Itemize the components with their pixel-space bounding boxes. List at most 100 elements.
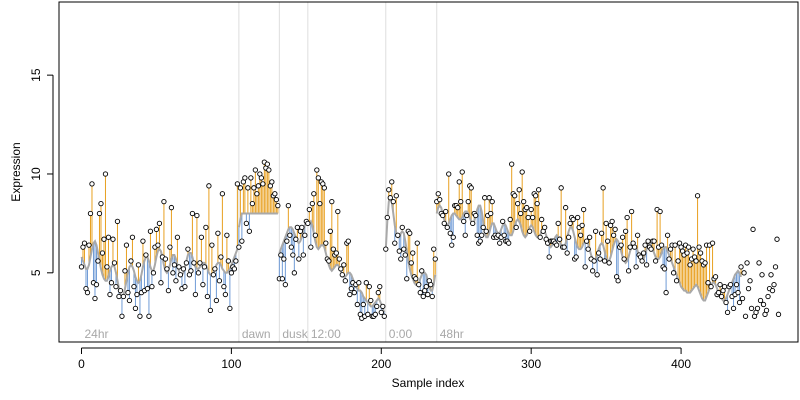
- data-point: [135, 262, 142, 268]
- region-label-1: dawn: [242, 327, 271, 341]
- data-point: [339, 272, 345, 278]
- data-point: [387, 195, 393, 201]
- data-point: [317, 200, 323, 207]
- data-point: [456, 179, 462, 185]
- data-point: [525, 214, 531, 221]
- data-point: [462, 232, 468, 238]
- x-axis: 0 100 200 300 400: [78, 347, 691, 371]
- data-point: [643, 262, 650, 268]
- data-point: [486, 195, 492, 201]
- data-point: [621, 256, 627, 262]
- data-point: [192, 291, 199, 298]
- data-point: [174, 234, 181, 240]
- data-point: [477, 238, 483, 244]
- data-point: [741, 270, 747, 276]
- data-point: [723, 299, 729, 306]
- data-point: [116, 293, 122, 300]
- data-point: [561, 244, 567, 250]
- data-point: [132, 305, 139, 312]
- data-point: [108, 280, 115, 286]
- data-point: [663, 289, 669, 296]
- data-point: [197, 260, 203, 266]
- fitted-segment-2: [278, 221, 308, 254]
- data-point: [242, 175, 248, 181]
- data-point: [479, 232, 485, 238]
- data-point: [702, 260, 708, 266]
- data-point: [347, 291, 353, 298]
- data-point: [290, 252, 296, 258]
- data-point: [92, 295, 98, 302]
- data-point: [528, 206, 534, 213]
- data-point: [375, 289, 381, 296]
- data-point: [134, 291, 140, 298]
- data-point: [440, 212, 446, 219]
- data-point: [735, 289, 741, 296]
- data-point: [747, 278, 753, 284]
- data-point: [601, 258, 608, 264]
- region-label-0: 24hr: [84, 327, 108, 341]
- data-point: [763, 307, 770, 314]
- data-point: [294, 224, 300, 230]
- data-point: [162, 256, 169, 262]
- data-point: [252, 167, 259, 173]
- data-point: [772, 264, 779, 270]
- data-point: [287, 232, 293, 238]
- data-point: [309, 200, 315, 207]
- data-point: [694, 193, 701, 199]
- data-point: [251, 185, 257, 191]
- data-point: [447, 230, 453, 236]
- data-point: [600, 185, 606, 191]
- data-point: [308, 244, 314, 250]
- region-label-4: 0:00: [389, 327, 413, 341]
- data-point: [284, 238, 290, 244]
- data-point: [233, 258, 239, 264]
- data-point: [231, 266, 238, 272]
- data-point: [473, 212, 479, 219]
- data-point: [684, 250, 690, 256]
- data-point: [724, 309, 731, 315]
- region-label-3: 12:00: [311, 327, 341, 341]
- data-point: [312, 232, 318, 238]
- data-point: [131, 284, 137, 290]
- data-point: [696, 244, 702, 250]
- data-point: [582, 264, 588, 270]
- data-point: [428, 282, 434, 288]
- data-point: [164, 266, 170, 272]
- y-tick-label: 5: [29, 269, 43, 276]
- data-point: [380, 303, 386, 310]
- data-point: [185, 246, 191, 252]
- data-point: [144, 285, 151, 292]
- data-point: [81, 240, 88, 246]
- data-point: [536, 187, 542, 193]
- data-point: [664, 232, 671, 238]
- data-point: [396, 248, 402, 254]
- data-point: [697, 250, 704, 256]
- data-point: [542, 224, 548, 230]
- data-point: [748, 305, 755, 312]
- data-point: [470, 220, 476, 227]
- y-axis-label: Expression: [9, 142, 23, 201]
- data-point: [527, 228, 533, 234]
- data-point: [670, 270, 677, 276]
- data-point: [107, 291, 113, 298]
- data-point: [645, 238, 651, 244]
- residual-stems: [80, 162, 742, 319]
- data-point: [610, 232, 617, 238]
- data-point: [128, 258, 134, 264]
- data-point: [227, 305, 233, 312]
- data-point: [606, 260, 612, 266]
- data-point: [395, 232, 401, 238]
- data-point: [363, 280, 369, 286]
- data-point: [666, 256, 672, 262]
- data-point: [302, 232, 308, 238]
- data-point: [497, 240, 503, 246]
- data-point: [760, 301, 767, 308]
- data-point: [500, 218, 506, 225]
- data-point: [119, 313, 125, 319]
- data-point: [628, 208, 635, 215]
- data-point: [204, 293, 211, 300]
- data-point: [333, 250, 339, 256]
- data-point: [507, 216, 513, 223]
- data-point: [489, 199, 495, 205]
- x-tick-label: 400: [671, 357, 691, 371]
